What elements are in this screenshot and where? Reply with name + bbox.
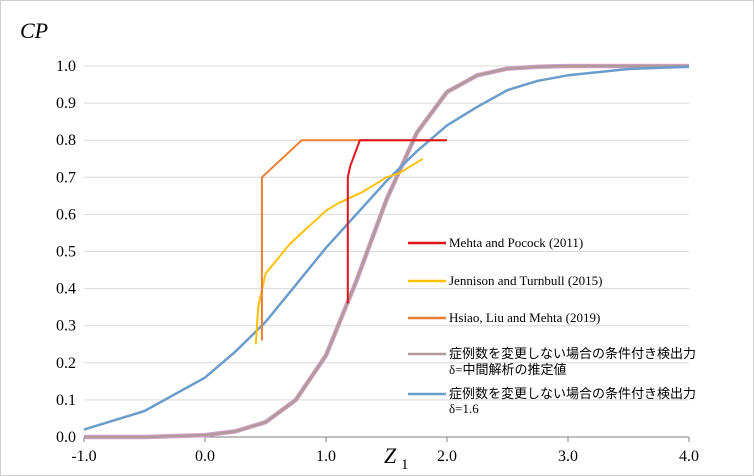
y-tick-labels: 0.0 0.1 0.2 0.3 0.4 0.5 0.6 0.7 0.8 0.9 1.0 <box>56 58 76 446</box>
y-tick-label: 0.5 <box>56 244 76 261</box>
y-axis-title: CP <box>20 18 48 43</box>
legend-label-cp-estimate-line2: δ=中間解析の推定値 <box>449 362 566 377</box>
y-tick-label: 1.0 <box>56 58 76 75</box>
legend: Mehta and Pocock (2011) Jennison and Tur… <box>408 235 696 416</box>
legend-label-mehta: Mehta and Pocock (2011) <box>449 235 583 250</box>
x-tick-labels: -1.0 0.0 1.0 2.0 3.0 4.0 <box>71 448 699 465</box>
x-tick-label: 4.0 <box>679 448 699 465</box>
y-tick-label: 0.2 <box>56 355 76 372</box>
y-tick-label: 0.3 <box>56 318 76 335</box>
series-jennison-turnbull <box>254 157 424 345</box>
legend-label-cp-1-6-line2: δ=1.6 <box>449 401 479 416</box>
y-tick-label: 0.1 <box>56 392 76 409</box>
y-tick-label: 0.7 <box>56 169 76 186</box>
x-axis-title-subscript: 1 <box>401 457 409 473</box>
x-tick-label: 2.0 <box>437 448 457 465</box>
legend-label-jennison: Jennison and Turnbull (2015) <box>449 273 602 288</box>
series-lines <box>83 63 690 440</box>
y-tick-label: 0.8 <box>56 132 76 149</box>
x-tick-label: 3.0 <box>558 448 578 465</box>
x-tick-label: 0.0 <box>195 448 215 465</box>
x-axis-title: Z <box>384 443 397 468</box>
y-tick-label: 0.6 <box>56 206 76 223</box>
series-hsiao-liu-mehta <box>260 139 447 341</box>
legend-label-cp-estimate-line1: 症例数を変更しない場合の条件付き検出力 <box>449 346 696 361</box>
y-tick-label: 0.9 <box>56 95 76 112</box>
series-mehta-pocock <box>346 139 447 304</box>
series-cp-interim-estimate <box>84 64 689 439</box>
x-tick-label: -1.0 <box>71 448 96 465</box>
legend-label-cp-1-6-line1: 症例数を変更しない場合の条件付き検出力 <box>449 386 696 401</box>
series-cp-delta-1-6 <box>83 65 690 431</box>
legend-label-hsiao: Hsiao, Liu and Mehta (2019) <box>449 310 600 325</box>
y-tick-label: 0.4 <box>56 281 76 298</box>
x-tick-label: 1.0 <box>316 448 336 465</box>
y-tick-label: 0.0 <box>56 429 76 446</box>
